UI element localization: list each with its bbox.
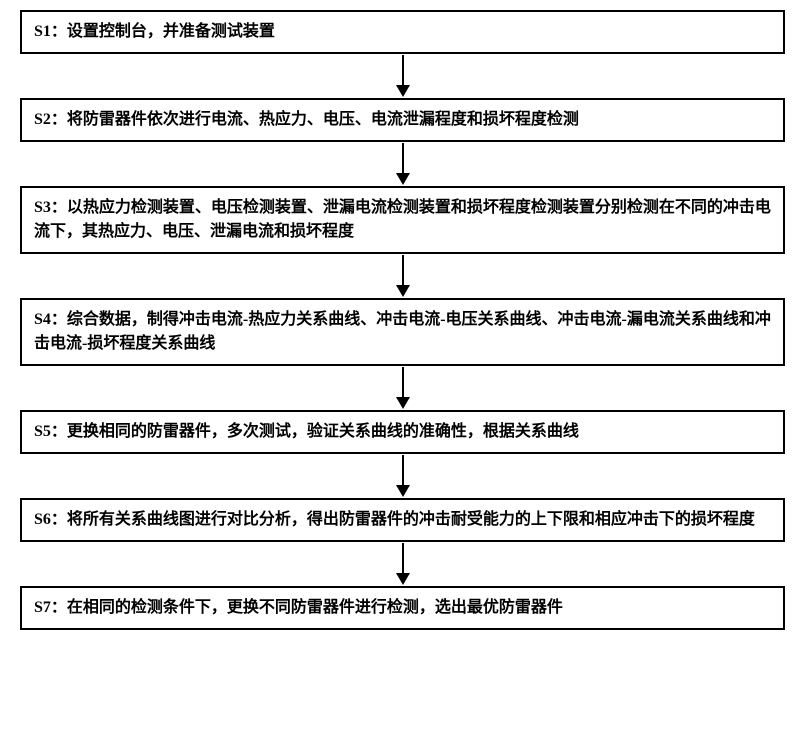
arrow-line-icon — [402, 55, 404, 85]
step-text: S2：将防雷器件依次进行电流、热应力、电压、电流泄漏程度和损坏程度检测 — [34, 111, 579, 128]
step-box-s1: S1：设置控制台，并准备测试装置 — [20, 10, 785, 54]
step-text: S4：综合数据，制得冲击电流-热应力关系曲线、冲击电流-电压关系曲线、冲击电流-… — [34, 311, 771, 352]
arrow-head-icon — [396, 85, 410, 97]
arrow-head-icon — [396, 285, 410, 297]
step-text: S6：将所有关系曲线图进行对比分析，得出防雷器件的冲击耐受能力的上下限和相应冲击… — [34, 511, 755, 528]
arrow-line-icon — [402, 455, 404, 485]
step-box-s3: S3：以热应力检测装置、电压检测装置、泄漏电流检测装置和损坏程度检测装置分别检测… — [20, 186, 785, 254]
arrow-s4-s5 — [396, 366, 410, 410]
step-box-s7: S7：在相同的检测条件下，更换不同防雷器件进行检测，选出最优防雷器件 — [20, 586, 785, 630]
arrow-s5-s6 — [396, 454, 410, 498]
arrow-line-icon — [402, 255, 404, 285]
step-box-s2: S2：将防雷器件依次进行电流、热应力、电压、电流泄漏程度和损坏程度检测 — [20, 98, 785, 142]
arrow-line-icon — [402, 143, 404, 173]
flowchart-container: S1：设置控制台，并准备测试装置 S2：将防雷器件依次进行电流、热应力、电压、电… — [20, 10, 785, 630]
step-text: S1：设置控制台，并准备测试装置 — [34, 23, 275, 40]
arrow-line-icon — [402, 367, 404, 397]
arrow-head-icon — [396, 397, 410, 409]
step-text: S7：在相同的检测条件下，更换不同防雷器件进行检测，选出最优防雷器件 — [34, 599, 563, 616]
arrow-line-icon — [402, 543, 404, 573]
arrow-head-icon — [396, 485, 410, 497]
step-text: S3：以热应力检测装置、电压检测装置、泄漏电流检测装置和损坏程度检测装置分别检测… — [34, 199, 771, 240]
arrow-s2-s3 — [396, 142, 410, 186]
arrow-s3-s4 — [396, 254, 410, 298]
step-box-s5: S5：更换相同的防雷器件，多次测试，验证关系曲线的准确性，根据关系曲线 — [20, 410, 785, 454]
arrow-s6-s7 — [396, 542, 410, 586]
arrow-head-icon — [396, 573, 410, 585]
arrow-s1-s2 — [396, 54, 410, 98]
step-text: S5：更换相同的防雷器件，多次测试，验证关系曲线的准确性，根据关系曲线 — [34, 423, 579, 440]
step-box-s4: S4：综合数据，制得冲击电流-热应力关系曲线、冲击电流-电压关系曲线、冲击电流-… — [20, 298, 785, 366]
arrow-head-icon — [396, 173, 410, 185]
step-box-s6: S6：将所有关系曲线图进行对比分析，得出防雷器件的冲击耐受能力的上下限和相应冲击… — [20, 498, 785, 542]
